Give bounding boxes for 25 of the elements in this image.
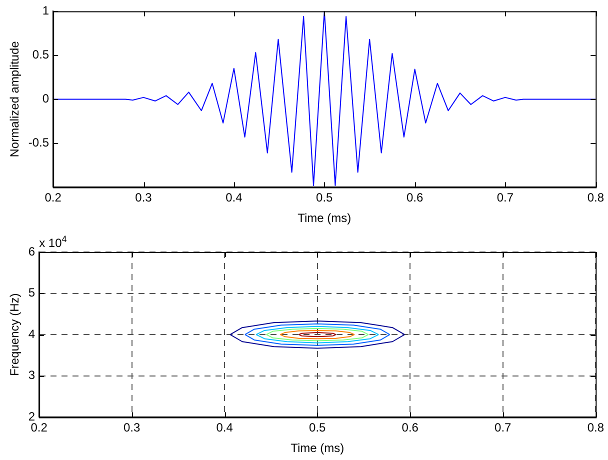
x-axis-title: Time (ms): [290, 441, 344, 456]
x-tick-label: 0.8: [587, 420, 604, 435]
x-tick-label: 0.6: [406, 190, 424, 205]
y-tick-label: 1: [42, 4, 50, 18]
x-tick-label: 0.8: [587, 190, 604, 205]
y-tick-label: 6: [28, 244, 36, 258]
x-axis-title: Time (ms): [298, 211, 352, 226]
x-tick-label: 0.3: [123, 420, 140, 435]
x-tick-label: 0.5: [309, 420, 326, 435]
y-tick-label: -0.5: [28, 136, 50, 150]
x-tick-label: 0.4: [226, 190, 243, 205]
y-axis-title: Frequency (Hz): [8, 293, 22, 376]
y-tick-label: 5: [28, 286, 36, 300]
y-tick-label: 0: [42, 92, 50, 106]
y-axis-title: Normalized amplitude: [8, 40, 22, 158]
x-tick-label: 0.7: [494, 420, 512, 435]
x-tick-label: 0.6: [402, 420, 419, 435]
x-tick-label: 0.4: [216, 420, 234, 435]
x-tick-label: 0.3: [135, 190, 152, 205]
x-tick-label: 0.7: [496, 190, 514, 205]
x-tick-label: 0.2: [44, 190, 62, 205]
x-tick-label: 0.5: [316, 190, 334, 205]
y-tick-label: 0.5: [32, 48, 50, 62]
y-tick-label: 4: [28, 326, 36, 341]
y-tick-label: 3: [28, 368, 36, 382]
